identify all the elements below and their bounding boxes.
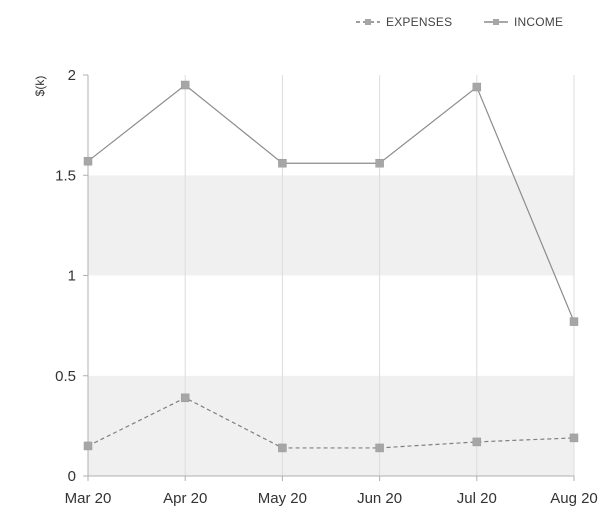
x-tick-label: Apr 20 — [163, 490, 207, 507]
data-point — [278, 158, 287, 168]
y-tick-label: 2 — [68, 67, 76, 84]
band-1 — [88, 275, 574, 376]
axes — [83, 74, 575, 481]
series-line-expenses — [87, 397, 575, 449]
band-0 — [88, 375, 574, 476]
legend-label: INCOME — [514, 15, 563, 29]
x-tick-label: May 20 — [258, 490, 307, 507]
x-tick-labels: Mar 20 Apr 20 May 20 Jun 20 Jul 20 Aug 20 — [65, 490, 598, 507]
x-tick-label: Jul 20 — [457, 490, 497, 507]
background-bands — [88, 75, 574, 476]
data-point — [472, 437, 482, 447]
legend: EXPENSES INCOME — [356, 15, 563, 29]
data-point — [375, 443, 384, 453]
x-tick-label: Jun 20 — [357, 490, 402, 507]
data-point — [472, 82, 482, 92]
data-point — [180, 80, 190, 90]
data-point — [375, 158, 384, 168]
series-income — [83, 80, 579, 326]
legend-item-income: INCOME — [484, 15, 563, 29]
data-point — [83, 441, 93, 451]
data-point — [569, 317, 579, 326]
y-axis-label: $(k) — [33, 76, 47, 97]
data-point — [569, 433, 579, 443]
y-tick-label: 1.5 — [55, 167, 76, 184]
series-layer — [83, 80, 579, 453]
data-point — [180, 393, 190, 403]
band-3 — [88, 75, 574, 176]
series-expenses — [83, 393, 579, 453]
legend-label: EXPENSES — [386, 15, 452, 29]
data-point — [278, 443, 287, 453]
y-tick-labels: 0 0.5 1 1.5 2 — [55, 67, 76, 485]
legend-item-expenses: EXPENSES — [356, 15, 452, 29]
series-line-income — [87, 84, 575, 322]
y-tick-label: 1 — [68, 268, 76, 285]
y-tick-label: 0.5 — [55, 368, 76, 385]
legend-marker — [365, 19, 371, 25]
legend-marker — [493, 19, 499, 25]
data-point — [83, 156, 93, 166]
x-tick-label: Aug 20 — [550, 490, 598, 507]
y-tick-label: 0 — [68, 468, 76, 485]
x-tick-label: Mar 20 — [65, 490, 112, 507]
band-2 — [88, 175, 574, 276]
vertical-gridlines — [184, 75, 575, 476]
